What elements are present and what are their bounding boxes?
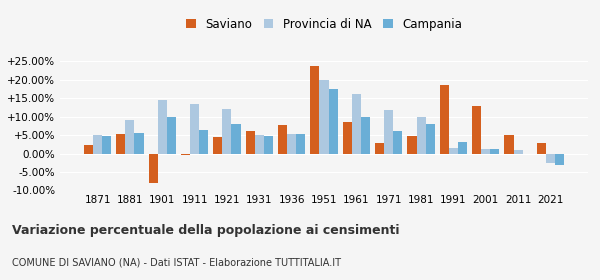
- Bar: [232, 124, 241, 153]
- Bar: [149, 153, 158, 183]
- Bar: [375, 143, 384, 153]
- Bar: [472, 106, 481, 153]
- Bar: [514, 150, 523, 153]
- Bar: [167, 117, 176, 153]
- Bar: [361, 117, 370, 153]
- Bar: [343, 122, 352, 153]
- Bar: [329, 89, 338, 153]
- Bar: [181, 153, 190, 155]
- Bar: [505, 135, 514, 153]
- Bar: [255, 135, 264, 153]
- Text: COMUNE DI SAVIANO (NA) - Dati ISTAT - Elaborazione TUTTITALIA.IT: COMUNE DI SAVIANO (NA) - Dati ISTAT - El…: [12, 258, 341, 268]
- Bar: [384, 110, 393, 153]
- Bar: [546, 153, 555, 163]
- Bar: [296, 134, 305, 153]
- Bar: [158, 100, 167, 153]
- Bar: [352, 94, 361, 153]
- Bar: [246, 131, 255, 153]
- Bar: [393, 131, 402, 153]
- Text: Variazione percentuale della popolazione ai censimenti: Variazione percentuale della popolazione…: [12, 224, 400, 237]
- Bar: [537, 143, 546, 153]
- Bar: [84, 145, 93, 153]
- Bar: [490, 149, 499, 153]
- Bar: [449, 148, 458, 153]
- Bar: [310, 66, 319, 153]
- Bar: [102, 136, 111, 153]
- Bar: [264, 136, 273, 153]
- Bar: [440, 85, 449, 153]
- Bar: [416, 117, 425, 153]
- Bar: [287, 134, 296, 153]
- Legend: Saviano, Provincia di NA, Campania: Saviano, Provincia di NA, Campania: [182, 14, 466, 34]
- Bar: [125, 120, 134, 153]
- Bar: [319, 80, 329, 153]
- Bar: [190, 104, 199, 153]
- Bar: [223, 109, 232, 153]
- Bar: [425, 124, 434, 153]
- Bar: [93, 135, 102, 153]
- Bar: [214, 137, 223, 153]
- Bar: [116, 134, 125, 153]
- Bar: [134, 133, 143, 153]
- Bar: [458, 142, 467, 153]
- Bar: [555, 153, 564, 165]
- Bar: [278, 125, 287, 153]
- Bar: [481, 149, 490, 153]
- Bar: [199, 130, 208, 153]
- Bar: [407, 136, 416, 153]
